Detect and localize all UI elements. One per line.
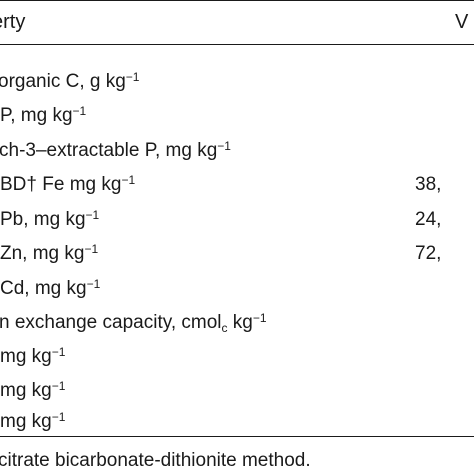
row-property: mg kg−1 <box>0 410 66 432</box>
table-row: Cd, mg kg−1 <box>0 272 474 306</box>
row-property: Zn, mg kg−1 <box>0 242 99 264</box>
table-header: erty V <box>0 7 474 37</box>
table-row: BD† Fe mg kg−1 38, <box>0 168 474 202</box>
row-value: 38, <box>415 174 442 195</box>
row-property: Pb, mg kg−1 <box>0 208 100 230</box>
header-property: erty <box>0 11 26 33</box>
header-rule <box>0 44 474 45</box>
row-property: organic C, g kg−1 <box>0 70 140 92</box>
table-row: P, mg kg−1 <box>0 99 474 133</box>
row-property: mg kg−1 <box>0 379 66 401</box>
row-property: BD† Fe mg kg−1 <box>0 173 136 195</box>
table-row: organic C, g kg−1 <box>0 65 474 99</box>
row-value: 72, <box>415 243 442 264</box>
table-row: Pb, mg kg−1 24, <box>0 203 474 237</box>
row-property: n exchange capacity, cmolc kg−1 <box>0 311 267 335</box>
table-row: n exchange capacity, cmolc kg−1 <box>0 306 474 340</box>
row-property: Cd, mg kg−1 <box>0 277 101 299</box>
table-footnote: citrate bicarbonate-dithionite method. <box>0 450 311 471</box>
table-row: mg kg−1 <box>0 405 474 439</box>
row-property: mg kg−1 <box>0 345 66 367</box>
row-property: ch-3–extractable P, mg kg−1 <box>0 139 231 161</box>
table-row: mg kg−1 <box>0 340 474 374</box>
table-top-rule <box>0 0 474 1</box>
row-property: P, mg kg−1 <box>0 104 87 126</box>
table-row: mg kg−1 <box>0 374 474 408</box>
table-row: ch-3–extractable P, mg kg−1 <box>0 134 474 168</box>
header-value: V <box>455 11 469 33</box>
table-row: Zn, mg kg−1 72, <box>0 237 474 271</box>
row-value: 24, <box>415 209 442 230</box>
table-bottom-rule <box>0 436 474 437</box>
